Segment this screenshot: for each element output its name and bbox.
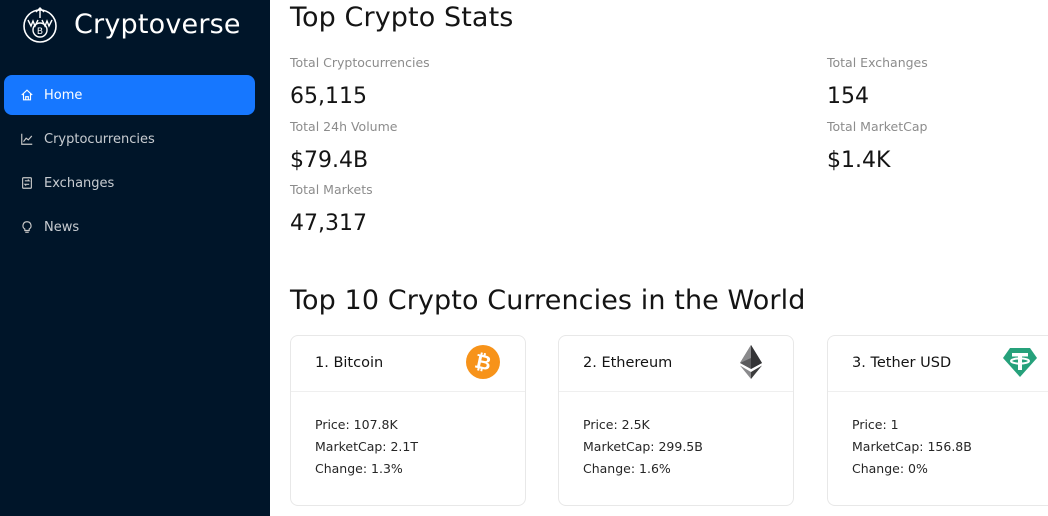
stat-label-total-marketcap: Total MarketCap <box>827 119 928 134</box>
svg-text:B: B <box>37 27 43 37</box>
card-header: 2. Ethereum <box>559 336 793 392</box>
sidebar-item-exchanges[interactable]: Exchanges <box>4 163 255 203</box>
top10-title: Top 10 Crypto Currencies in the World <box>290 285 806 316</box>
exchange-icon <box>22 177 32 189</box>
sidebar-item-label: Home <box>44 87 83 103</box>
cryptoverse-logo-icon: B <box>23 7 57 43</box>
card-title: 2. Ethereum <box>583 355 673 371</box>
card-title: 3. Tether USD <box>852 355 952 371</box>
crypto-card-tether-usd[interactable]: 3. Tether USD Price: 1 MarketCap: 156.8B… <box>827 335 1048 506</box>
tether-icon <box>1003 348 1037 377</box>
crypto-card-bitcoin[interactable]: 1. Bitcoin ₿ Price: 107.8K MarketCap: 2.… <box>290 335 526 506</box>
stats-title: Top Crypto Stats <box>290 2 514 33</box>
card-header: 3. Tether USD <box>828 336 1048 392</box>
stat-value-total-24h-volume: $79.4B <box>290 148 369 173</box>
card-body: Price: 107.8K MarketCap: 2.1T Change: 1.… <box>315 414 418 480</box>
card-price: Price: 1 <box>852 417 899 432</box>
card-change: Change: 0% <box>852 461 928 476</box>
sidebar-menu: Home Cryptocurrencies Exchanges <box>4 75 255 251</box>
sidebar-item-label: Exchanges <box>44 175 115 191</box>
sidebar-item-home[interactable]: Home <box>4 75 255 115</box>
card-title: 1. Bitcoin <box>315 355 384 371</box>
card-marketcap: MarketCap: 299.5B <box>583 439 703 454</box>
home-icon <box>21 89 33 101</box>
brand-name: Cryptoverse <box>74 8 241 40</box>
sidebar-item-news[interactable]: News <box>4 207 255 247</box>
line-chart-icon <box>21 133 33 145</box>
card-marketcap: MarketCap: 156.8B <box>852 439 972 454</box>
bitcoin-icon: ₿ <box>466 345 500 379</box>
sidebar-item-label: Cryptocurrencies <box>44 131 155 147</box>
stat-value-total-markets: 47,317 <box>290 211 367 236</box>
card-price: Price: 107.8K <box>315 417 398 432</box>
stat-label-total-exchanges: Total Exchanges <box>827 55 928 70</box>
sidebar-item-cryptocurrencies[interactable]: Cryptocurrencies <box>4 119 255 159</box>
card-header: 1. Bitcoin ₿ <box>291 336 525 392</box>
ethereum-icon <box>740 345 762 379</box>
stat-label-total-24h-volume: Total 24h Volume <box>290 119 398 134</box>
card-body: Price: 1 MarketCap: 156.8B Change: 0% <box>852 414 972 480</box>
stat-label-total-markets: Total Markets <box>290 182 373 197</box>
brand[interactable]: B Cryptoverse <box>20 4 241 44</box>
bulb-icon <box>22 221 32 233</box>
card-marketcap: MarketCap: 2.1T <box>315 439 418 454</box>
stat-value-total-cryptocurrencies: 65,115 <box>290 84 367 109</box>
card-body: Price: 2.5K MarketCap: 299.5B Change: 1.… <box>583 414 703 480</box>
crypto-card-ethereum[interactable]: 2. Ethereum Price: 2.5K MarketCap: 299.5… <box>558 335 794 506</box>
svg-text:₿: ₿ <box>473 349 494 376</box>
card-change: Change: 1.6% <box>583 461 671 476</box>
sidebar-item-label: News <box>44 219 80 235</box>
stat-label-total-cryptocurrencies: Total Cryptocurrencies <box>290 55 430 70</box>
stat-value-total-exchanges: 154 <box>827 84 869 109</box>
card-change: Change: 1.3% <box>315 461 403 476</box>
card-price: Price: 2.5K <box>583 417 650 432</box>
stat-value-total-marketcap: $1.4K <box>827 148 891 173</box>
sidebar: B Cryptoverse Home Cryptocurrencies <box>0 0 270 516</box>
